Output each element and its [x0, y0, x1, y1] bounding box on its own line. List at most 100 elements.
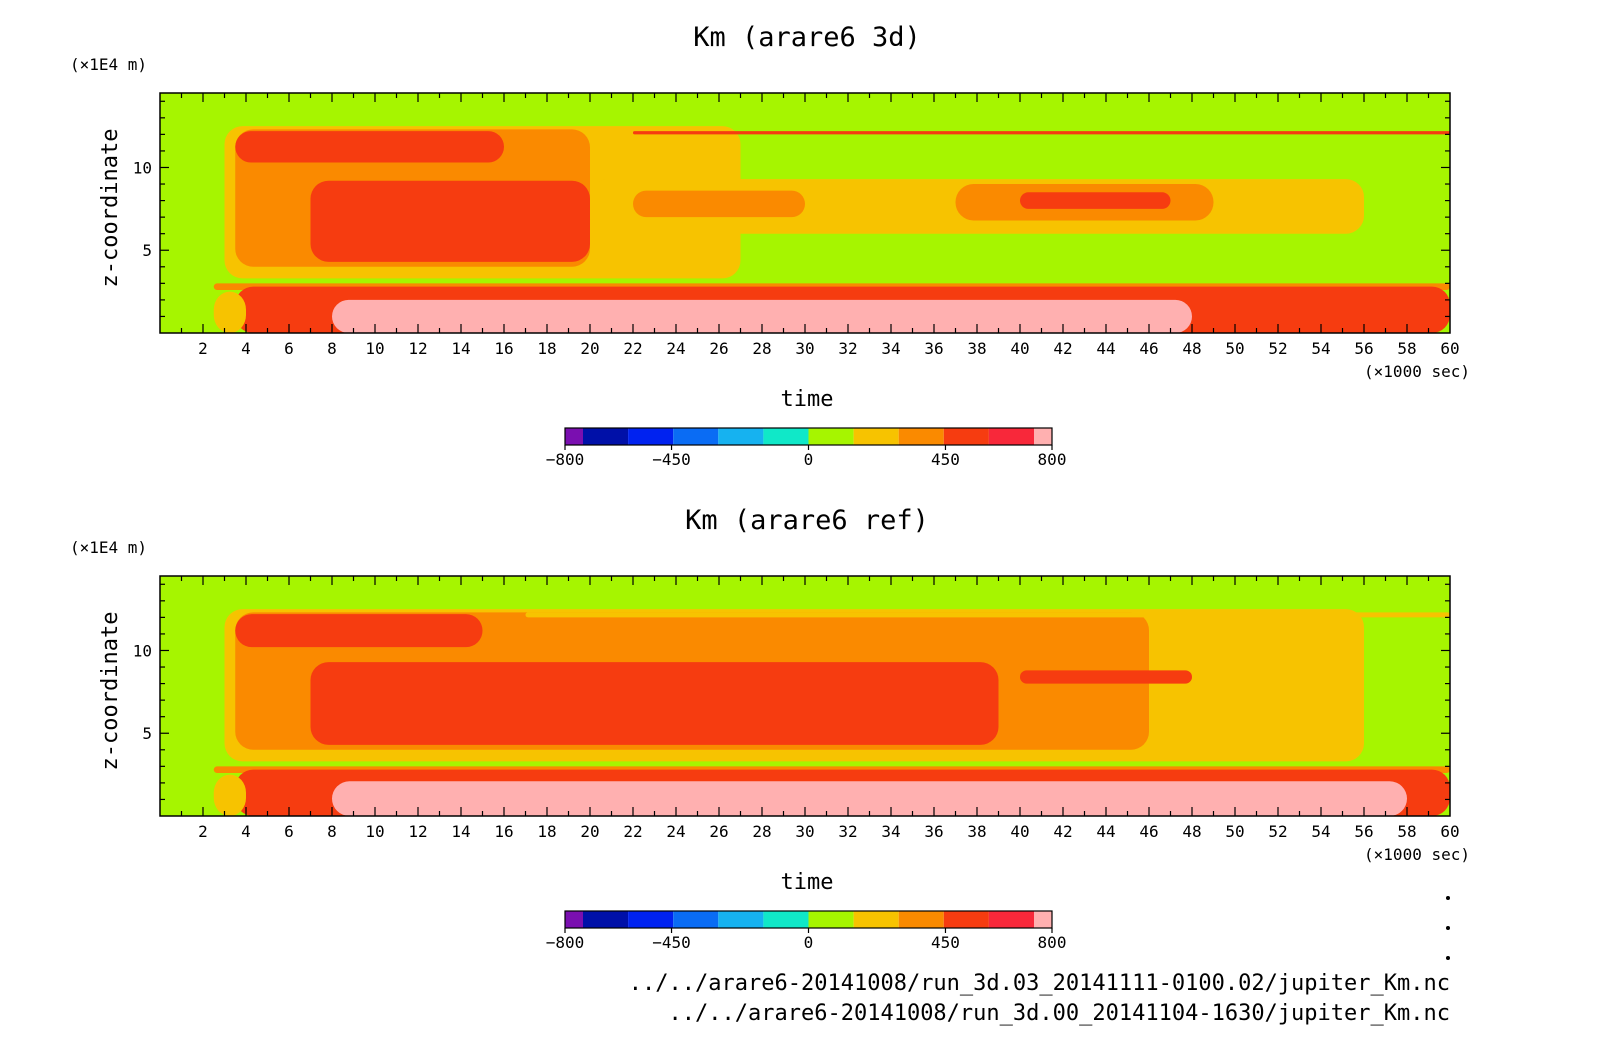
x-tick-label: 26 [709, 339, 728, 358]
colorbar-segment-10 [988, 911, 1034, 928]
x-tick-label: 58 [1397, 339, 1416, 358]
y-ticks: 5 10 [133, 100, 1450, 318]
colorbar-segment-5 [763, 911, 809, 928]
panel-3d: Km (arare6 3d)(×1E4 m)2 4 6 8 10 12 14 16 18 20 22… [70, 22, 1470, 469]
colorbar-segment-6 [808, 911, 854, 928]
x-tick-label: 28 [752, 822, 771, 841]
x-tick-label: 20 [580, 339, 599, 358]
file-path-2: ../../arare6-20141008/run_3d.00_20141104… [669, 1001, 1450, 1026]
x-tick-label: 40 [1010, 822, 1029, 841]
colorbar-tick-label: 800 [1038, 933, 1067, 952]
x-tick-label: 42 [1053, 339, 1072, 358]
x-tick-label: 4 [241, 339, 251, 358]
x-tick-label: 16 [494, 822, 513, 841]
y-tick-label: 10 [133, 158, 152, 177]
colorbar-segment-9 [943, 428, 989, 445]
x-tick-label: 38 [967, 822, 986, 841]
x-tick-label: 46 [1139, 339, 1158, 358]
x-tick-label: 42 [1053, 822, 1072, 841]
x-tick-label: 48 [1182, 822, 1201, 841]
colorbar-tick-label: −800 [546, 933, 585, 952]
contour-region-6 [310, 662, 999, 745]
colorbar-segment-11 [1034, 428, 1052, 445]
x-tick-label: 2 [198, 822, 208, 841]
colorbar-segment-10 [988, 428, 1034, 445]
colorbar-segment-2 [628, 428, 674, 445]
colorbar: −800 −450 0 450 800 [546, 910, 1067, 952]
y-axis-label: z-coordinate [98, 129, 123, 288]
x-tick-label: 22 [623, 339, 642, 358]
contour-region-6 [310, 180, 590, 262]
colorbar-tick-label: 0 [804, 450, 814, 469]
x-tick-label: 40 [1010, 339, 1029, 358]
contour-region-12 [633, 131, 1450, 135]
corner-dots [1446, 896, 1450, 960]
x-tick-label: 34 [881, 822, 900, 841]
x-tick-label: 2 [198, 339, 208, 358]
y-unit-label: (×1E4 m) [70, 55, 147, 74]
dot-3 [1446, 956, 1450, 960]
contour-region-10 [1020, 192, 1171, 209]
x-tick-label: 52 [1268, 339, 1287, 358]
dot-2 [1446, 926, 1450, 930]
colorbar-segment-8 [898, 428, 944, 445]
colorbar-segment-11 [1034, 911, 1052, 928]
x-tick-label: 12 [408, 822, 427, 841]
x-tick-label: 34 [881, 339, 900, 358]
colorbar: −800 −450 0 450 800 [546, 427, 1066, 469]
x-tick-label: 8 [327, 822, 337, 841]
x-tick-label: 10 [365, 339, 384, 358]
y-tick-label: 10 [133, 641, 152, 660]
x-tick-label: 44 [1096, 822, 1115, 841]
file-path-1: ../../arare6-20141008/run_3d.03_20141111… [629, 971, 1450, 996]
colorbar-segment-0 [565, 428, 583, 445]
chart-title: Km (arare6 ref) [685, 505, 929, 536]
x-tick-label: 6 [284, 339, 294, 358]
x-tick-label: 14 [451, 339, 470, 358]
colorbar-segment-1 [583, 428, 629, 445]
x-tick-label: 52 [1268, 822, 1287, 841]
x-tick-label: 24 [666, 822, 685, 841]
x-tick-label: 56 [1354, 822, 1373, 841]
colorbar-segment-8 [898, 911, 944, 928]
x-tick-label: 36 [924, 822, 943, 841]
x-tick-label: 8 [327, 339, 337, 358]
colorbar-tick-label: 450 [931, 450, 960, 469]
x-tick-label: 56 [1354, 339, 1373, 358]
colorbar-tick-label: 0 [804, 933, 814, 952]
colorbar-tick-label: −800 [546, 450, 585, 469]
colorbar-tick-label: 450 [931, 933, 960, 952]
colorbar-segment-3 [673, 911, 719, 928]
x-ticks: 2 4 6 8 10 12 14 16 18 20 22 24 26 28 30 32 34 36 38 40 42 44… [180, 576, 1460, 841]
x-tick-label: 50 [1225, 822, 1244, 841]
x-tick-label: 30 [795, 339, 814, 358]
contour-regions [213, 609, 1450, 816]
x-tick-label: 28 [752, 339, 771, 358]
x-tick-label: 46 [1139, 822, 1158, 841]
x-tick-label: 12 [408, 339, 427, 358]
colorbar-segment-4 [718, 911, 764, 928]
colorbar-segment-6 [808, 428, 854, 445]
x-tick-label: 36 [924, 339, 943, 358]
x-tick-label: 22 [623, 822, 642, 841]
x-tick-label: 54 [1311, 339, 1330, 358]
y-tick-label: 5 [142, 724, 152, 743]
colorbar-segment-2 [628, 911, 674, 928]
x-tick-label: 16 [494, 339, 513, 358]
contour-region-8 [633, 190, 805, 218]
x-tick-label: 48 [1182, 339, 1201, 358]
x-axis-label: time [781, 387, 834, 412]
x-tick-label: 10 [365, 822, 384, 841]
colorbar-tick-label: −450 [652, 450, 691, 469]
y-axis-label: z-coordinate [98, 612, 123, 771]
x-tick-label: 30 [795, 822, 814, 841]
x-ticks: 2 4 6 8 10 12 14 16 18 20 22 24 26 28 30 32 34 36 38 40 42 44… [180, 93, 1460, 358]
y-ticks: 5 10 [133, 583, 1450, 801]
contour-region-9 [525, 612, 1450, 618]
x-tick-label: 54 [1311, 822, 1330, 841]
colorbar-segment-7 [853, 911, 899, 928]
y-tick-label: 5 [142, 241, 152, 260]
dot-1 [1446, 896, 1450, 900]
footer-paths: ../../arare6-20141008/run_3d.03_20141111… [629, 971, 1450, 1026]
